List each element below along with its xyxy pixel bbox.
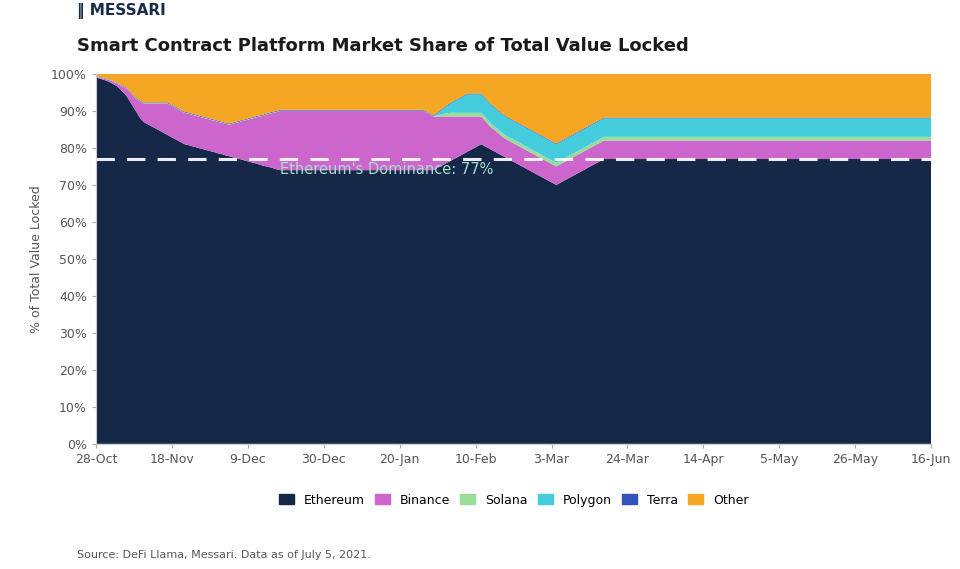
Text: Ethereum's Dominance: 77%: Ethereum's Dominance: 77% bbox=[280, 162, 493, 177]
Text: ‖ MESSARI: ‖ MESSARI bbox=[77, 3, 165, 19]
Y-axis label: % of Total Value Locked: % of Total Value Locked bbox=[30, 185, 43, 333]
Legend: Ethereum, Binance, Solana, Polygon, Terra, Other: Ethereum, Binance, Solana, Polygon, Terr… bbox=[274, 489, 754, 512]
Text: Smart Contract Platform Market Share of Total Value Locked: Smart Contract Platform Market Share of … bbox=[77, 37, 688, 55]
Text: Source: DeFi Llama, Messari. Data as of July 5, 2021.: Source: DeFi Llama, Messari. Data as of … bbox=[77, 550, 371, 560]
